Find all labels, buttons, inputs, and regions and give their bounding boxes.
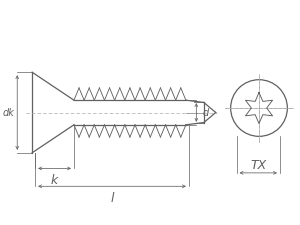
Text: dk: dk bbox=[2, 108, 14, 117]
Text: TX: TX bbox=[251, 159, 267, 171]
Text: d: d bbox=[202, 108, 208, 117]
Text: l: l bbox=[110, 192, 114, 205]
Text: k: k bbox=[51, 174, 58, 187]
